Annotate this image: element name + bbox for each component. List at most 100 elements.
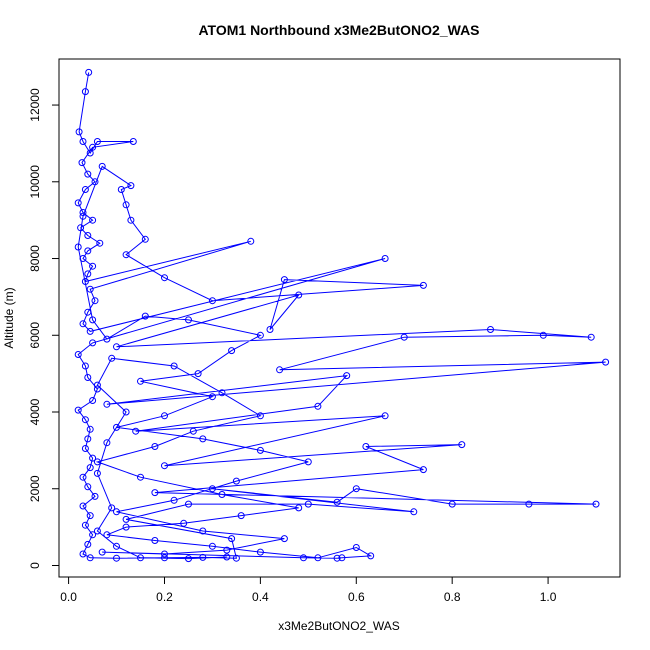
data-point [84,435,92,443]
data-point [228,535,236,543]
data-point [180,519,188,527]
data-point [108,504,116,512]
data-point [113,423,120,431]
data-point [170,362,178,370]
chart-title: ATOM1 Northbound x3Me2ButONO2_WAS [198,22,479,38]
data-point [333,554,341,562]
data-point [592,500,600,508]
data-point [84,540,92,548]
data-point [161,462,168,470]
data-point [199,527,207,535]
y-tick-label: 4000 [28,398,42,425]
data-point [89,454,97,462]
data-point [74,199,82,207]
data-point [458,441,466,449]
data-point [338,554,346,562]
x-axis-label: x3Me2ButONO2_WAS [278,619,400,633]
data-point [295,504,303,512]
y-tick-label: 12000 [28,88,42,122]
data-point [352,544,360,551]
data-point [208,485,216,493]
data-point [141,312,149,320]
data-point [98,162,106,170]
y-tick-label: 2000 [28,475,42,502]
data-point [84,232,92,239]
y-tick-label: 6000 [28,322,42,349]
data-point [113,554,120,562]
data-point [86,149,94,157]
data-point [74,406,82,414]
data-point [343,372,351,380]
data-point [189,427,197,435]
data-point [98,548,106,556]
data-point [256,412,264,420]
data-point [419,281,427,289]
data-point [89,216,97,224]
x-tick-label: 0.0 [60,590,77,604]
data-point [161,550,168,558]
data-point [93,138,101,145]
data-point [81,416,89,424]
x-tick-label: 0.2 [156,590,173,604]
data-point [91,492,99,500]
data-point [93,458,101,466]
data-point [122,251,130,259]
data-point [161,274,168,282]
data-point [89,316,97,324]
data-point [89,262,97,270]
data-point [86,512,94,520]
data-point [199,553,207,561]
data-point [300,554,307,562]
data-point [314,554,322,562]
data-point [352,485,360,493]
data-point [74,243,82,251]
data-point [525,500,533,508]
x-tick-label: 0.4 [252,590,269,604]
data-point [381,412,389,420]
data-point [84,247,92,255]
data-point [91,297,99,305]
data-point [256,331,264,339]
data-point [89,143,97,151]
data-point [232,477,240,485]
data-point [86,285,94,293]
series-line [77,72,606,560]
data-point [81,278,89,285]
data-point [161,554,168,562]
data-point [400,333,408,341]
data-point [137,473,144,481]
data-point [137,554,144,562]
data-point [256,548,264,556]
data-point [81,521,89,529]
x-axis: 0.0 0.2 0.4 0.6 0.8 1.0 [60,577,557,604]
data-point [113,542,120,550]
data-point [247,237,255,245]
data-point [487,326,494,333]
data-point [141,235,149,243]
data-point [86,464,94,472]
data-point [103,531,111,539]
data-point [113,508,120,516]
data-point [185,500,192,508]
data-point [295,291,303,299]
data-point [127,216,135,224]
data-point [208,297,216,305]
data-point [381,255,389,262]
data-point [96,239,104,247]
data-point [103,335,111,343]
data-point [79,502,87,510]
data-point [208,542,216,550]
data-point [602,358,610,366]
data-point [232,554,240,562]
data-point [93,527,101,535]
data-point [113,343,120,351]
y-tick-label: 8000 [28,245,42,272]
data-point [89,339,97,347]
data-point [122,515,130,523]
data-point [81,88,89,96]
data-point [137,377,144,385]
data-point [199,435,207,443]
data-point [127,182,135,190]
data-point [304,458,312,466]
